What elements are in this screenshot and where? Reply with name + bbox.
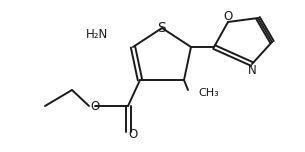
Text: O: O: [223, 9, 233, 22]
Text: N: N: [248, 64, 257, 76]
Text: O: O: [90, 100, 100, 112]
Text: CH₃: CH₃: [198, 88, 219, 98]
Text: S: S: [158, 21, 166, 35]
Text: H₂N: H₂N: [86, 29, 108, 41]
Text: O: O: [128, 128, 138, 140]
